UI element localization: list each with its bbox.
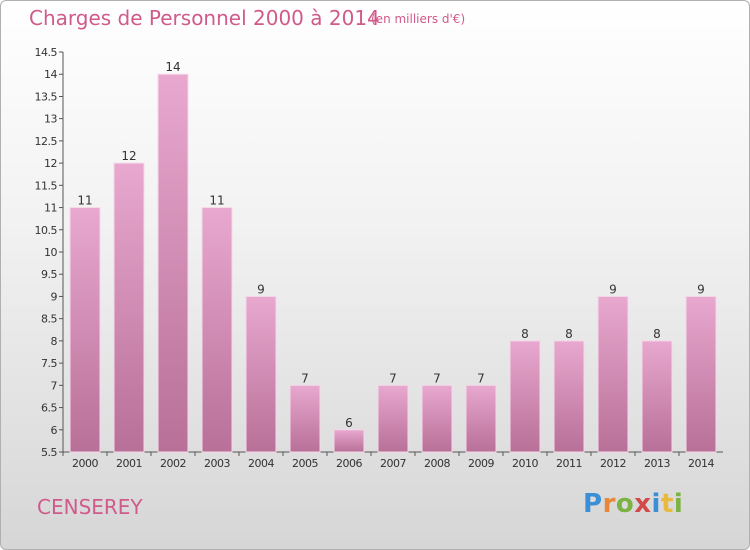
bar-value-label: 8: [653, 327, 661, 341]
bar: [421, 384, 453, 453]
y-tick-label: 8: [51, 335, 58, 348]
logo-letter: i: [651, 489, 661, 519]
y-tick-label: 12: [44, 157, 57, 170]
x-tick-label: 2004: [248, 457, 274, 470]
bar: [377, 384, 409, 453]
bar: [69, 207, 101, 453]
y-tick-label: 10.5: [35, 224, 58, 237]
x-tick-label: 2006: [336, 457, 362, 470]
x-tick-label: 2008: [424, 457, 450, 470]
bar-value-label: 12: [121, 149, 136, 163]
logo-letter: o: [615, 489, 635, 519]
y-tick-label: 9.5: [41, 268, 57, 281]
x-tick-label: 2011: [556, 457, 582, 470]
y-tick-label: 7.5: [41, 357, 57, 370]
y-tick-label: 13: [44, 113, 57, 126]
bar: [245, 295, 277, 453]
x-axis: 2000 2001 2002 2003 2004 2005 2006 2007 2008 2009…: [62, 451, 723, 470]
proxiti-logo[interactable]: Proxiti: [583, 489, 683, 519]
x-tick-label: 2003: [204, 457, 230, 470]
bar: [597, 295, 629, 453]
x-tick-label: 2000: [72, 457, 98, 470]
bar-value-label: 11: [209, 194, 224, 208]
y-tick-label: 5.5: [41, 446, 57, 459]
bar-value-label: 11: [77, 194, 92, 208]
logo-letter: i: [673, 489, 684, 519]
x-tick-label: 2009: [468, 457, 494, 470]
bar-value-label: 8: [565, 327, 573, 341]
bars: 11 12 14 11 9 7 6 7 7 7 8 8 9 8 9: [69, 60, 717, 453]
bar: [553, 340, 585, 453]
bar-value-label: 9: [609, 282, 617, 296]
bar: [685, 295, 717, 453]
x-tick-label: 2012: [600, 457, 626, 470]
logo-letter: t: [660, 489, 674, 519]
y-tick-label: 7: [51, 379, 58, 392]
bar-value-label: 9: [257, 282, 265, 296]
bar: [113, 162, 145, 453]
x-tick-label: 2005: [292, 457, 318, 470]
y-tick-label: 14.5: [35, 46, 58, 59]
bar-value-label: 8: [521, 327, 529, 341]
y-tick-label: 6.5: [41, 402, 57, 415]
bar-value-label: 7: [301, 371, 309, 385]
bar-value-label: 14: [165, 60, 180, 74]
x-tick-label: 2013: [644, 457, 670, 470]
y-tick-label: 8.5: [41, 313, 57, 326]
y-tick-label: 11: [44, 202, 57, 215]
chart-title: Charges de Personnel 2000 à 2014: [29, 6, 380, 30]
y-tick-label: 13.5: [35, 90, 58, 103]
x-tick-label: 2010: [512, 457, 538, 470]
logo-letter: P: [583, 489, 603, 519]
bar: [641, 340, 673, 453]
y-tick-label: 14: [44, 68, 57, 81]
y-tick-label: 10: [44, 246, 57, 259]
chart-subtitle: (en milliers d'€): [371, 12, 466, 26]
bar-value-label: 6: [345, 416, 353, 430]
bar: [289, 384, 321, 453]
x-tick-label: 2002: [160, 457, 186, 470]
logo-letter: r: [602, 489, 616, 519]
y-tick-label: 12.5: [35, 135, 58, 148]
bar-value-label: 7: [389, 371, 397, 385]
y-tick-label: 11.5: [35, 179, 58, 192]
bar: [509, 340, 541, 453]
bar: [333, 429, 365, 453]
x-tick-label: 2014: [688, 457, 714, 470]
commune-name: CENSEREY: [37, 495, 143, 519]
bar-value-label: 7: [433, 371, 441, 385]
y-tick-label: 6: [51, 424, 58, 437]
bar: [157, 73, 189, 453]
bar: [465, 384, 497, 453]
x-tick-label: 2001: [116, 457, 142, 470]
bar-value-label: 7: [477, 371, 485, 385]
x-tick-label: 2007: [380, 457, 406, 470]
y-tick-label: 9: [51, 290, 58, 303]
bar: [201, 207, 233, 453]
y-axis: 5.5 6 6.5 7 7.5 8 8.5 9 9.5 10 10.5 11 11.5 12 12.5 13 1…: [35, 46, 64, 459]
bar-value-label: 9: [697, 282, 705, 296]
logo-letter: x: [634, 489, 652, 519]
